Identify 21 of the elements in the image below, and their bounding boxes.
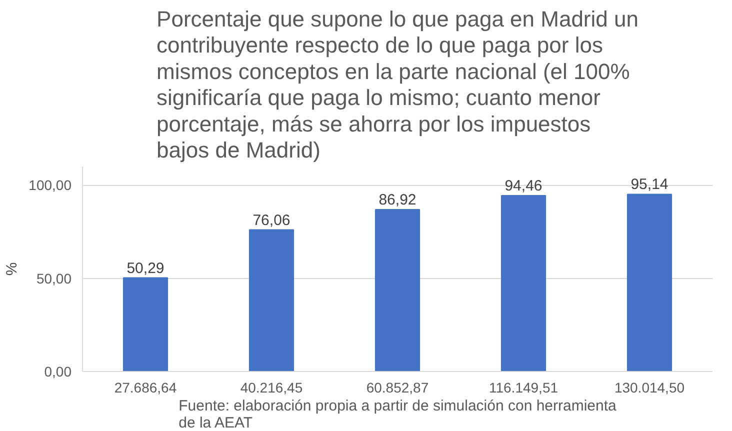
data-label: 94,46 [504, 177, 542, 194]
x-tick-label: 130.014,50 [614, 380, 685, 396]
bar [248, 229, 294, 372]
data-label: 76,06 [252, 212, 290, 229]
x-tick-label: 27.686,64 [114, 380, 177, 396]
x-tick-label: 116.149,51 [488, 380, 558, 396]
y-tick-label: 100,00 [28, 177, 72, 194]
x-tick-label: 40.216,45 [240, 380, 303, 396]
source-note: Fuente: elaboración propia a partir de simulación con herramienta de la AEAT [178, 398, 618, 431]
data-label: 50,29 [126, 260, 164, 277]
x-tick-label: 60.852,87 [366, 380, 429, 396]
y-tick-label: 0,00 [44, 364, 72, 380]
data-label: 95,14 [630, 176, 668, 194]
y-tick-label: 50,00 [36, 270, 72, 286]
chart-title: Porcentaje que supone lo que paga en Madrid un contribuyente respecto de lo que paga por los mismos conceptos en la parte nacional (el 100% significaría que paga lo mismo; cuanto menor porcentaje, más se ahorra por los impuestos bajos de Madrid) [156, 6, 638, 162]
bar [122, 277, 168, 372]
y-axis-title: % [4, 262, 21, 276]
bar [500, 194, 546, 372]
bar [626, 194, 672, 372]
data-label: 86,92 [378, 192, 416, 209]
bar [374, 209, 420, 372]
